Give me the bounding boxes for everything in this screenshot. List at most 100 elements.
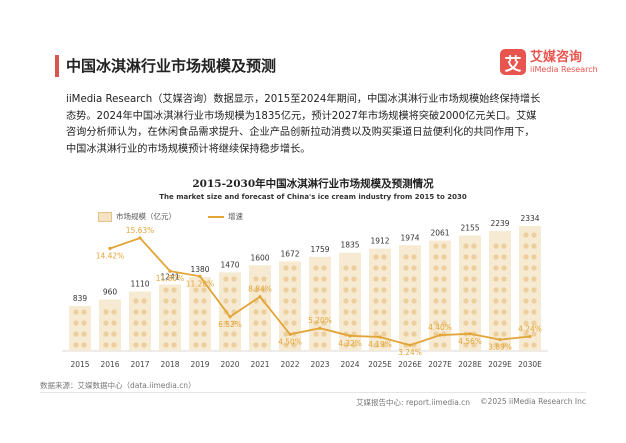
ice-cream-icon: [261, 331, 267, 337]
footer: 艾媒报告中心: report.iimedia.cn ©2025 iiMedia …: [356, 397, 586, 408]
ice-cream-icon: [531, 309, 537, 315]
ice-cream-icon: [351, 342, 357, 348]
ice-cream-icon: [111, 320, 117, 326]
ice-cream-icon: [351, 265, 357, 271]
ice-cream-icon: [351, 320, 357, 326]
ice-cream-icon: [523, 320, 529, 326]
ice-cream-icon: [463, 265, 469, 271]
ice-cream-icon: [523, 342, 529, 348]
growth-label: 14.42%: [96, 251, 125, 260]
ice-cream-icon: [313, 331, 319, 337]
bar-value-label: 960: [103, 288, 118, 297]
ice-cream-icon: [291, 265, 297, 271]
ice-cream-icon: [463, 254, 469, 260]
legend-label: 市场规模（亿元）: [116, 212, 176, 221]
ice-cream-icon: [351, 287, 357, 293]
ice-cream-icon: [351, 298, 357, 304]
ice-cream-icon: [373, 276, 379, 282]
growth-label: 5.20%: [308, 316, 332, 325]
ice-cream-icon: [171, 298, 177, 304]
ice-cream-icon: [283, 276, 289, 282]
bar-value-label: 839: [73, 294, 88, 303]
ice-cream-icon: [501, 287, 507, 293]
bar-value-label: 2334: [520, 214, 539, 223]
ice-cream-icon: [471, 287, 477, 293]
growth-label: 4.19%: [368, 340, 392, 349]
ice-cream-icon: [493, 287, 499, 293]
ice-cream-icon: [493, 265, 499, 271]
chart-subtitle: The market size and forecast of China's …: [159, 193, 467, 201]
ice-cream-icon: [201, 320, 207, 326]
ice-cream-icon: [81, 309, 87, 315]
ice-cream-icon: [313, 276, 319, 282]
growth-point: [288, 332, 292, 336]
ice-cream-icon: [493, 331, 499, 337]
ice-cream-icon: [493, 298, 499, 304]
ice-cream-icon: [501, 342, 507, 348]
ice-cream-icon: [463, 298, 469, 304]
ice-cream-icon: [231, 276, 237, 282]
growth-label: 4.24%: [518, 325, 542, 334]
ice-cream-icon: [291, 298, 297, 304]
ice-cream-icon: [133, 298, 139, 304]
x-tick-label: 2019: [190, 360, 209, 369]
ice-cream-icon: [201, 331, 207, 337]
ice-cream-icon: [291, 309, 297, 315]
ice-cream-icon: [501, 265, 507, 271]
growth-label: 4.32%: [338, 339, 362, 348]
ice-cream-icon: [501, 298, 507, 304]
ice-cream-icon: [403, 265, 409, 271]
ice-cream-icon: [111, 309, 117, 315]
ice-cream-icon: [81, 320, 87, 326]
ice-cream-icon: [523, 232, 529, 238]
ice-cream-icon: [523, 309, 529, 315]
growth-point: [228, 315, 232, 319]
ice-cream-icon: [433, 276, 439, 282]
ice-cream-icon: [441, 243, 447, 249]
ice-cream-icon: [73, 320, 79, 326]
ice-cream-icon: [493, 309, 499, 315]
ice-cream-icon: [103, 320, 109, 326]
ice-cream-icon: [351, 309, 357, 315]
ice-cream-icon: [313, 309, 319, 315]
growth-point: [348, 334, 352, 338]
ice-cream-icon: [313, 320, 319, 326]
ice-cream-icon: [381, 320, 387, 326]
ice-cream-icon: [501, 309, 507, 315]
ice-cream-icon: [373, 331, 379, 337]
ice-cream-icon: [141, 342, 147, 348]
ice-cream-icon: [433, 287, 439, 293]
ice-cream-icon: [373, 298, 379, 304]
ice-cream-icon: [283, 298, 289, 304]
growth-point: [498, 337, 502, 342]
bar-value-label: 2061: [430, 229, 449, 238]
ice-cream-icon: [471, 254, 477, 260]
growth-label: 11.80%: [156, 274, 185, 283]
ice-cream-icon: [103, 342, 109, 348]
legend-line-swatch: [208, 215, 224, 218]
ice-cream-icon: [531, 298, 537, 304]
x-tick-label: 2015: [70, 360, 89, 369]
ice-cream-icon: [111, 331, 117, 337]
ice-cream-icon: [343, 276, 349, 282]
ice-cream-icon: [193, 298, 199, 304]
ice-cream-icon: [463, 342, 469, 348]
footer-report-link[interactable]: 艾媒报告中心: report.iimedia.cn: [356, 398, 471, 407]
ice-cream-icon: [381, 342, 387, 348]
title-accent-bar: [55, 55, 59, 77]
ice-cream-icon: [373, 287, 379, 293]
growth-label: 3.89%: [488, 343, 512, 352]
bar: [489, 231, 511, 351]
description: iiMedia Research（艾媒咨询）数据显示，2015至2024年期间，…: [66, 92, 576, 158]
ice-cream-icon: [163, 320, 169, 326]
ice-cream-icon: [73, 309, 79, 315]
bar-value-label: 1974: [400, 233, 419, 242]
ice-cream-icon: [231, 342, 237, 348]
ice-cream-icon: [531, 342, 537, 348]
bar-value-label: 1672: [280, 249, 299, 258]
x-tick-label: 2029E: [488, 360, 512, 369]
ice-cream-icon: [531, 287, 537, 293]
ice-cream-icon: [141, 309, 147, 315]
description-line: 中国冰淇淋行业的市场规模预计将继续保持稳步增长。: [66, 143, 311, 155]
ice-cream-icon: [531, 276, 537, 282]
